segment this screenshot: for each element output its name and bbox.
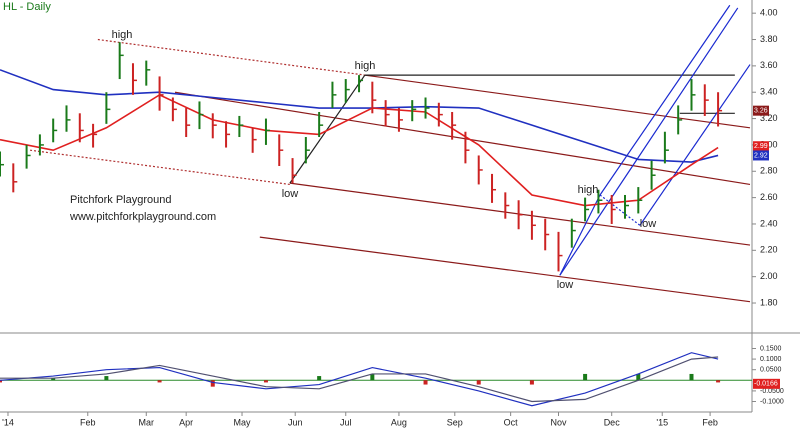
x-tick-label: Jul (340, 417, 352, 427)
y-tick-label: -0.1000 (760, 398, 784, 405)
y-tick-label: -0.0500 (760, 388, 784, 395)
x-tick-label: '14 (2, 417, 14, 427)
x-tick-label: Feb (702, 417, 718, 427)
y-tick-label: 1.80 (760, 297, 778, 307)
price-tag (753, 141, 769, 152)
histogram-bar (157, 380, 162, 383)
histogram-bar (104, 376, 109, 381)
annotation: high (112, 29, 133, 41)
macd-tag (753, 378, 780, 389)
trend-line (97, 38, 365, 76)
histogram-bar (51, 378, 56, 381)
macd-tag-label: -0.0166 (754, 381, 778, 388)
annotation: high (355, 60, 376, 72)
price-tag (753, 105, 769, 116)
histogram-bar (317, 376, 322, 381)
x-tick-label: Mar (139, 417, 155, 427)
y-tick-label: 2.20 (760, 245, 778, 255)
brand-url: www.pitchforkplayground.com (69, 211, 216, 223)
histogram-bar (423, 380, 428, 385)
annotation: low (557, 279, 574, 291)
x-tick-label: Aug (391, 417, 407, 427)
trend-line (599, 194, 641, 226)
x-tick-label: Apr (179, 417, 193, 427)
macd-line (0, 356, 719, 403)
x-tick-label: Dec (604, 417, 621, 427)
x-tick-label: Sep (447, 417, 463, 427)
histogram-bar (636, 373, 641, 381)
trend-line (259, 236, 751, 303)
y-tick-label: 0.1000 (760, 356, 782, 363)
price-tag-label: 2.92 (754, 152, 768, 159)
trend-line (559, 7, 739, 276)
annotation: high (578, 184, 599, 196)
price-tag (753, 150, 769, 161)
x-tick-label: Feb (80, 417, 96, 427)
price-tag-label: 3.26 (754, 108, 768, 115)
brand-name: Pitchfork Playground (70, 194, 172, 206)
y-tick-label: 2.00 (760, 271, 778, 281)
y-tick-label: 3.60 (760, 60, 778, 70)
histogram-bar (689, 373, 694, 381)
x-tick-label: '15 (656, 417, 668, 427)
y-tick-label: 3.80 (760, 34, 778, 44)
annotation: low (282, 188, 299, 200)
histogram-bar (370, 373, 375, 381)
histogram-bar (0, 380, 2, 383)
y-tick-label: 4.00 (760, 8, 778, 18)
price-tag-label: 2.99 (754, 143, 768, 150)
histogram-bar (529, 380, 534, 385)
histogram-bar (476, 380, 481, 385)
trend-line (559, 194, 601, 276)
y-tick-label: 2.60 (760, 192, 778, 202)
trend-line (639, 64, 751, 226)
annotation: low (640, 218, 657, 230)
x-tick-label: Nov (551, 417, 568, 427)
x-tick-label: May (234, 417, 252, 427)
x-tick-label: Oct (504, 417, 519, 427)
trend-line (364, 74, 751, 129)
histogram-bar (263, 380, 268, 383)
trend-line (599, 4, 731, 196)
y-tick-label: 3.40 (760, 87, 778, 97)
histogram-bar (210, 380, 215, 387)
trend-line (174, 91, 751, 186)
histogram-bar (583, 373, 588, 381)
y-tick-label: 0.0500 (760, 367, 782, 374)
y-tick-label: 0.1500 (760, 345, 782, 352)
histogram-bar (716, 380, 721, 383)
y-tick-label: 2.40 (760, 218, 778, 228)
y-tick-label: 2.80 (760, 166, 778, 176)
chart-title: HL - Daily (3, 1, 51, 13)
trend-line (289, 74, 366, 184)
macd-line (0, 352, 719, 407)
y-tick-label: 3.20 (760, 113, 778, 123)
x-tick-label: Jun (288, 417, 303, 427)
